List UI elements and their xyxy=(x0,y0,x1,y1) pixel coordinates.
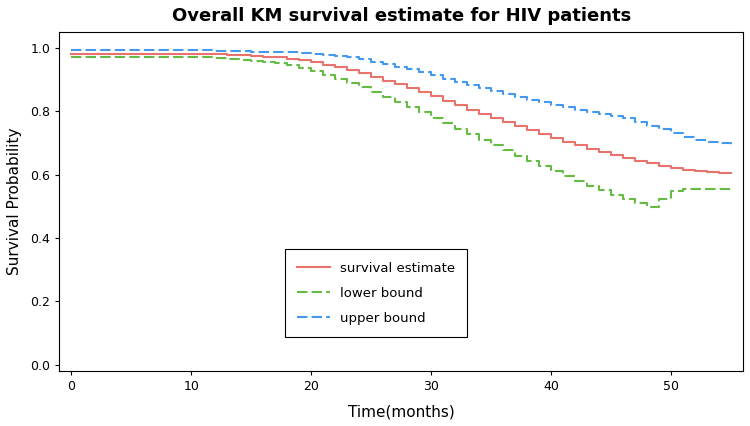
lower bound xyxy=(67,54,76,59)
upper bound xyxy=(307,51,316,56)
upper bound xyxy=(475,85,484,90)
Line: upper bound: upper bound xyxy=(71,50,731,145)
upper bound xyxy=(67,48,76,53)
survival estimate xyxy=(79,51,88,56)
survival estimate xyxy=(307,60,316,65)
Legend: survival estimate, lower bound, upper bound: survival estimate, lower bound, upper bo… xyxy=(285,250,467,337)
Line: survival estimate: survival estimate xyxy=(71,54,731,173)
upper bound xyxy=(79,48,88,53)
lower bound xyxy=(571,178,580,184)
Title: Overall KM survival estimate for HIV patients: Overall KM survival estimate for HIV pat… xyxy=(172,7,631,25)
X-axis label: Time(months): Time(months) xyxy=(348,404,454,419)
Line: lower bound: lower bound xyxy=(71,57,731,207)
lower bound xyxy=(499,148,508,153)
lower bound xyxy=(643,204,652,209)
survival estimate xyxy=(439,98,448,104)
survival estimate xyxy=(67,51,76,56)
upper bound xyxy=(571,107,580,112)
lower bound xyxy=(475,137,484,142)
Y-axis label: Survival Probability: Survival Probability xyxy=(7,128,22,275)
lower bound xyxy=(307,69,316,74)
survival estimate xyxy=(727,171,736,176)
survival estimate xyxy=(499,120,508,125)
survival estimate xyxy=(571,143,580,148)
survival estimate xyxy=(475,111,484,116)
lower bound xyxy=(439,121,448,126)
lower bound xyxy=(79,54,88,59)
upper bound xyxy=(499,92,508,97)
lower bound xyxy=(727,187,736,192)
upper bound xyxy=(439,76,448,81)
upper bound xyxy=(727,142,736,147)
